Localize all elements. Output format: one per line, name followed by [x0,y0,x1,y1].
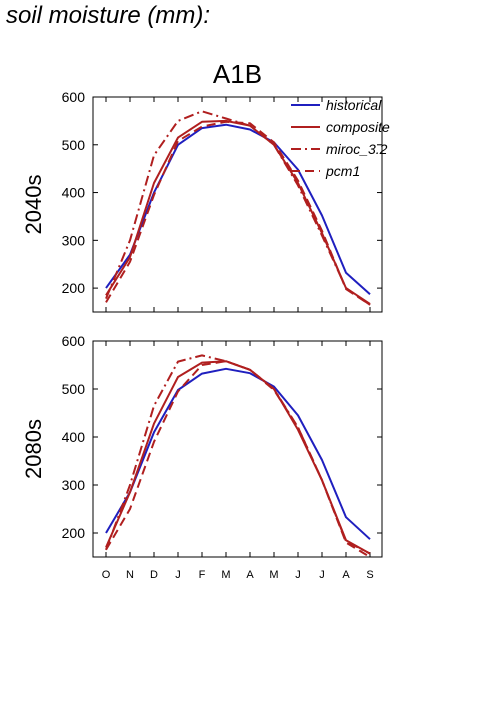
y-tick-label: 300 [62,477,86,493]
x-tick-label: M [221,569,230,581]
series-line-composite [105,360,371,555]
y-tick-label: 600 [62,89,86,105]
series-line-historical [105,123,371,296]
y-tick-label: 200 [62,525,86,541]
x-tick-label: J [175,569,181,581]
series-line-pcm1 [105,120,371,306]
y-tick-label: 500 [62,137,86,153]
x-tick-label: S [366,569,373,581]
legend-entry: miroc_3.2 [326,141,388,157]
series-line-miroc-3-2 [105,354,371,555]
legend: historical composite miroc_3.2 pcm1 [291,97,390,179]
series-line-pcm1 [105,360,371,558]
legend-entry: pcm1 [325,163,360,179]
x-tick-label: J [319,569,325,581]
y-tick-label: 200 [62,280,86,296]
x-tick-label: A [246,569,254,581]
x-tick-label: M [269,569,278,581]
y-tick-label: 500 [62,381,86,397]
y-axis-label: 2040s [21,175,46,235]
chart-panel-1: A1B 2040s 200 300 400 500 600 historical composi… [21,59,390,313]
legend-entry: historical [326,97,382,113]
y-tick-label: 600 [62,333,86,349]
x-tick-label: J [295,569,301,581]
x-tick-label: N [126,569,134,581]
legend-entry: composite [326,119,390,135]
chart-title: A1B [213,59,262,89]
y-tick-label: 400 [62,429,86,445]
page-title: soil moisture (mm): [6,2,211,29]
plot-frame [92,340,383,558]
x-tick-label: O [102,569,111,581]
y-axis-label: 2080s [21,419,46,479]
x-tick-label: D [150,569,158,581]
x-tick-label: F [199,569,206,581]
x-tick-label: A [342,569,350,581]
chart-panel-2: 2080s 200 300 400 500 600 O N D J F M A M J J A S [21,333,383,581]
plot-frame [92,96,383,313]
y-tick-label: 400 [62,185,86,201]
y-tick-label: 300 [62,232,86,248]
series-line-historical [105,367,371,540]
